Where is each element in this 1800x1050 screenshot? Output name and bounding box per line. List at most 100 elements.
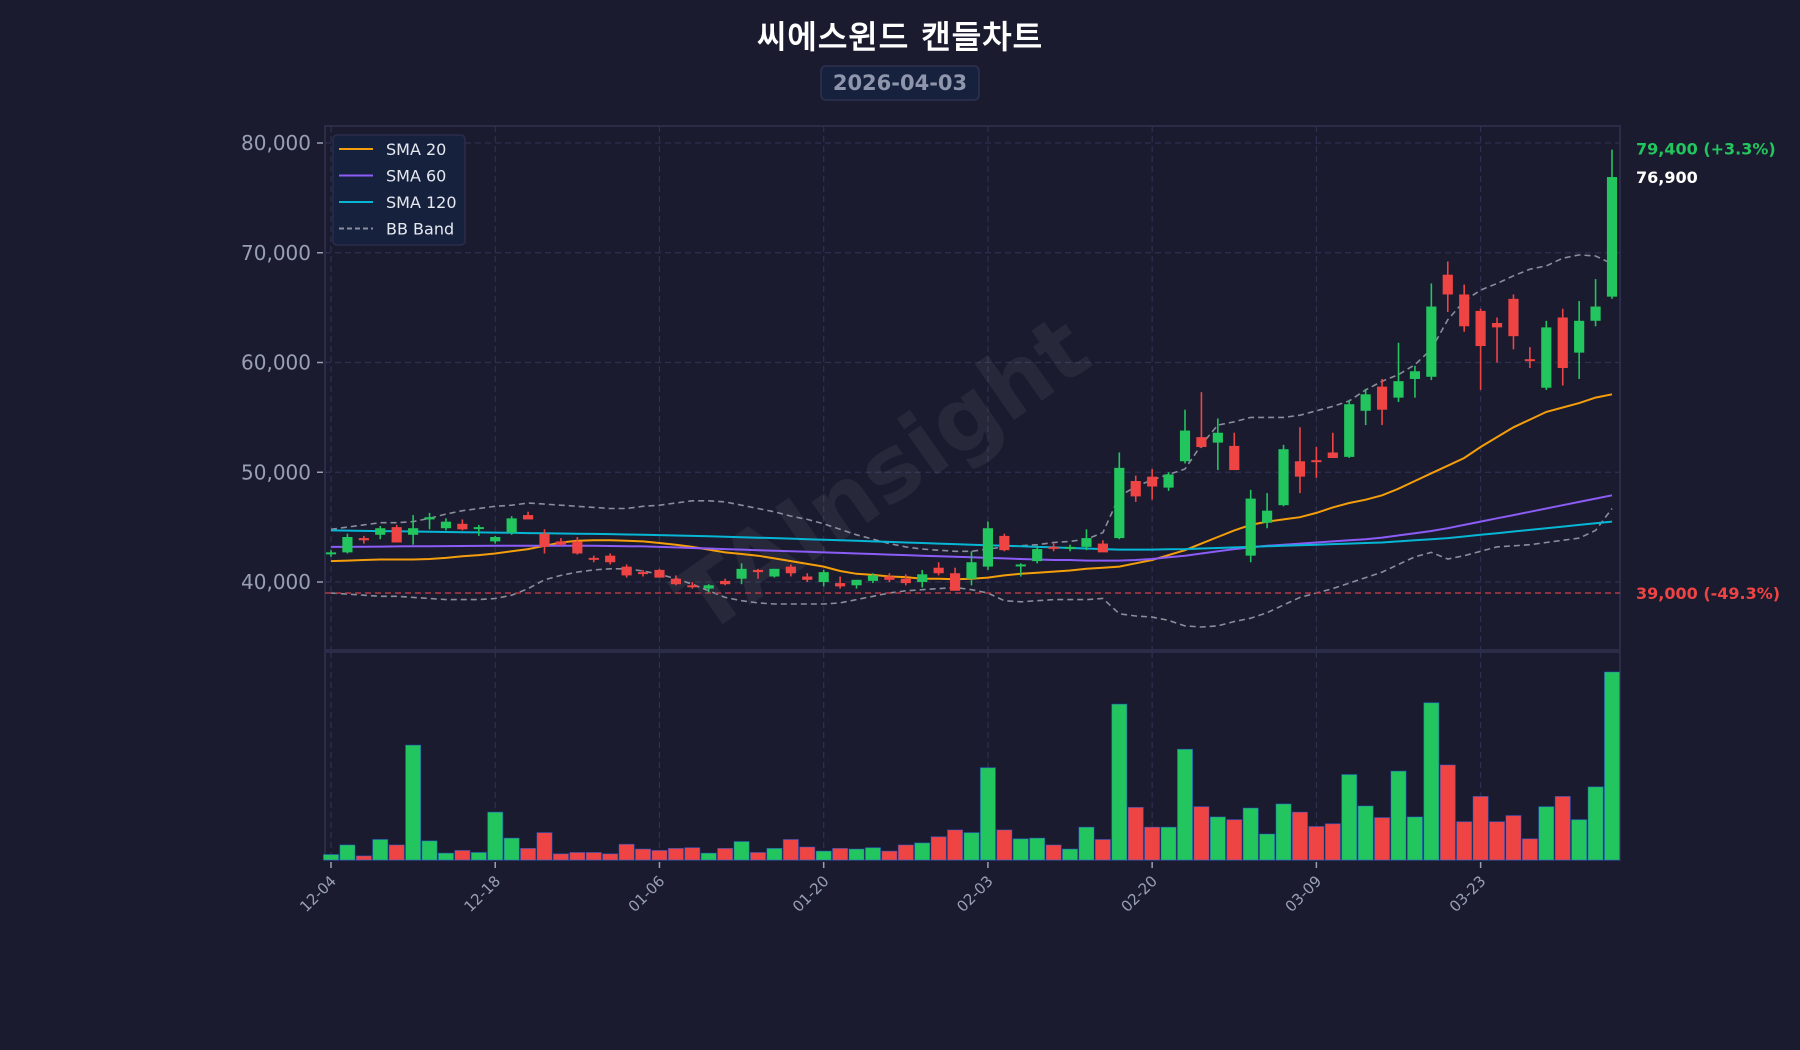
legend-box (332, 134, 466, 246)
volume-bar (1439, 764, 1456, 861)
legend-label: BB Band (386, 220, 454, 239)
candle (769, 568, 780, 577)
candle (1278, 449, 1289, 506)
candle (736, 568, 747, 579)
candle (605, 555, 616, 563)
volume-bar (799, 846, 816, 861)
candle (424, 517, 435, 520)
reference-lines: 79,400 (+3.3%) 76,900 39,000 (-49.3%) (325, 140, 1780, 603)
volume-bar (1012, 838, 1029, 861)
volume-bar (930, 836, 947, 861)
last-price-annotation: 76,900 (1636, 168, 1698, 187)
candle (375, 528, 386, 535)
candle (1130, 481, 1141, 497)
low-annotation: 39,000 (-49.3%) (1636, 584, 1780, 603)
volume-bar (1538, 806, 1555, 861)
candle (506, 518, 517, 533)
volume-bar (405, 744, 422, 861)
candle (1557, 317, 1568, 368)
volume-bar (1423, 702, 1440, 861)
volume-bar (1521, 838, 1538, 861)
legend-label: SMA 60 (386, 167, 446, 186)
volume-bar (1078, 826, 1095, 861)
volume-bar (1374, 817, 1391, 861)
x-tick-label: 12-18 (461, 872, 505, 916)
volume-bar (1357, 805, 1374, 861)
y-tick-label: 40,000 (241, 570, 311, 594)
candle (1426, 306, 1437, 377)
x-tick-label: 01-20 (789, 872, 833, 916)
candle (1048, 546, 1059, 549)
volume-bar (1029, 837, 1046, 861)
volume-bar (979, 767, 996, 861)
candle (687, 585, 698, 588)
candle (1409, 371, 1421, 379)
x-tick-label: 02-03 (953, 872, 997, 916)
volume-bar (1259, 833, 1276, 861)
candle (1212, 432, 1223, 443)
volume-bar (1324, 823, 1341, 861)
candle (1179, 430, 1191, 462)
candle (1590, 306, 1601, 321)
volume-bar (1045, 844, 1062, 861)
volume-bar (1406, 816, 1423, 861)
candle (720, 580, 731, 585)
volume-bar (1456, 821, 1473, 861)
candle (621, 566, 632, 576)
candle (1032, 549, 1043, 562)
volume-bar (1571, 819, 1588, 861)
volume-bar (865, 847, 881, 861)
volume-bar (1554, 796, 1571, 861)
x-tick-label: 02-20 (1117, 872, 1161, 916)
candle (1097, 543, 1108, 553)
volume-bar (323, 854, 339, 861)
volume-bar (1127, 806, 1144, 861)
volume-bar (832, 847, 849, 861)
candle (440, 521, 452, 529)
candle (325, 552, 337, 555)
candle (1245, 498, 1256, 556)
chart-title: 씨에스윈드 캔들차트 (756, 18, 1044, 56)
candle (1524, 359, 1535, 362)
candle (1491, 322, 1503, 328)
x-tick-label: 03-23 (1446, 872, 1490, 916)
volume-bar (881, 850, 898, 861)
candle (884, 576, 895, 580)
candle (670, 578, 681, 585)
candle (1327, 452, 1338, 458)
candle (1393, 381, 1404, 398)
volume-bar (1144, 826, 1161, 861)
volume-bar (635, 848, 651, 861)
candle (1064, 546, 1076, 549)
volume-bar (1604, 671, 1620, 861)
legend-label: SMA 20 (386, 140, 446, 159)
date-badge: 2026-04-03 (820, 65, 980, 101)
y-tick-label: 60,000 (241, 351, 311, 375)
volume-bar (421, 840, 438, 861)
high-annotation: 79,400 (+3.3%) (1636, 140, 1776, 159)
volume-bar (355, 855, 372, 861)
volume-bar (996, 829, 1013, 861)
candle (588, 557, 599, 560)
x-tick-label: 03-09 (1282, 872, 1326, 916)
candle (1376, 386, 1388, 410)
volume-bar (618, 843, 635, 861)
bollinger-bands (330, 254, 1613, 628)
volume-bar (750, 852, 766, 861)
volume-bar (1242, 807, 1259, 861)
legend-label: SMA 120 (386, 193, 457, 212)
volume-bar (339, 844, 356, 861)
candle (999, 535, 1010, 551)
candle (1344, 404, 1355, 457)
volume-bar (947, 829, 964, 861)
volume-bar (1505, 815, 1522, 861)
candle (637, 572, 649, 575)
volume-bar (1341, 774, 1358, 861)
volume-bar (700, 852, 717, 861)
candle (654, 569, 665, 578)
volume-bar (470, 852, 487, 861)
candle (1196, 437, 1207, 448)
bb-line (330, 508, 1613, 628)
candle (867, 575, 879, 581)
